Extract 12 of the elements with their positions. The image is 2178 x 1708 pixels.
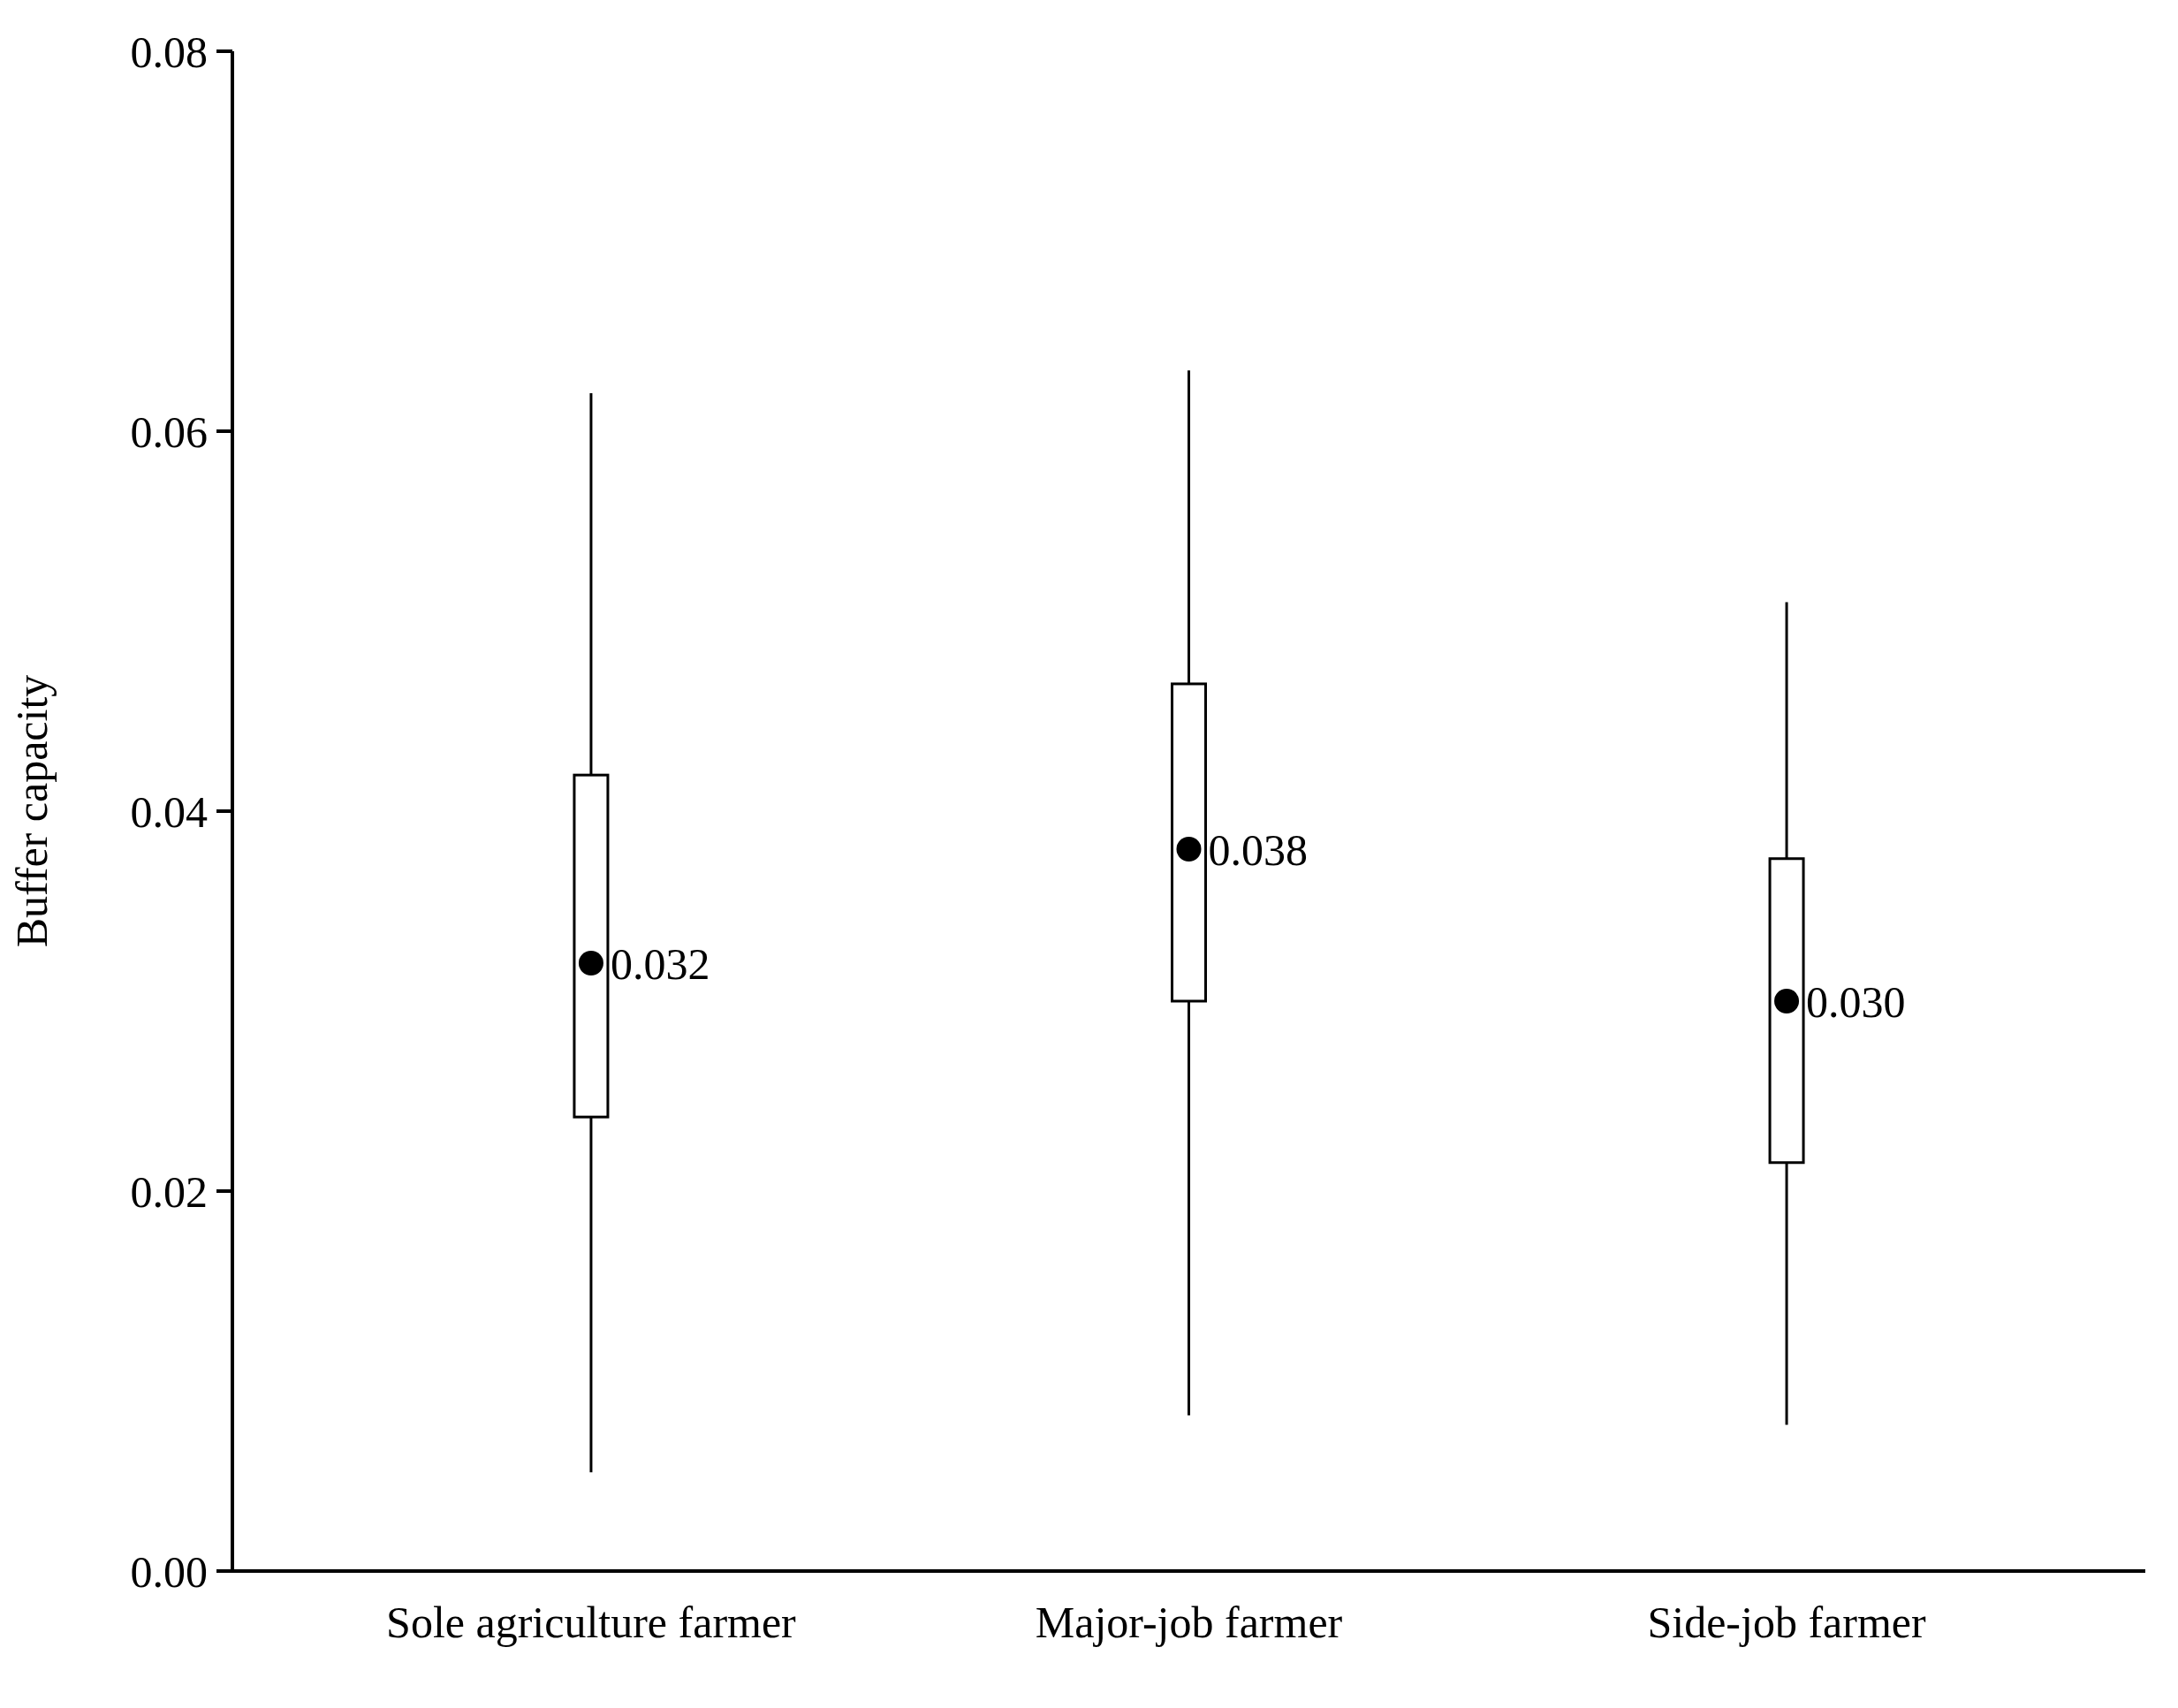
- y-tick-label: 0.06: [130, 406, 208, 457]
- y-tick-label: 0.00: [130, 1546, 208, 1597]
- x-tick-label: Sole agriculture farmer: [386, 1598, 797, 1647]
- x-tick-label: Side-job farmer: [1647, 1598, 1926, 1647]
- y-axis-title: Buffer capacity: [7, 674, 57, 948]
- y-tick-label: 0.02: [130, 1166, 208, 1217]
- text: 0.038: [1208, 824, 1308, 875]
- x-tick-label: Major-job farmer: [1035, 1598, 1343, 1647]
- y-tick-label: 0.08: [130, 27, 208, 77]
- y-tick-label: 0.04: [130, 786, 208, 837]
- text: 0.032: [610, 938, 710, 989]
- text: 0.030: [1806, 976, 1906, 1027]
